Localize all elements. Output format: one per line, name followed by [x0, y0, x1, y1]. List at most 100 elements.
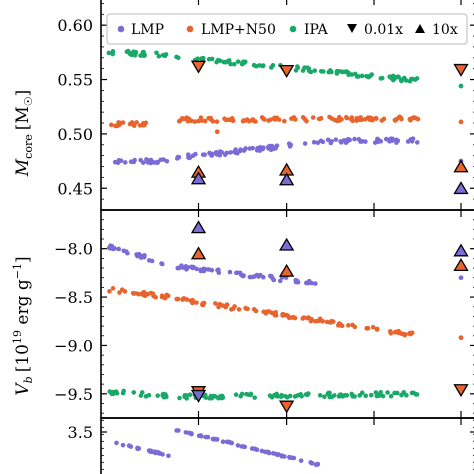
binding-energy-point-lmp-1-43	[206, 267, 211, 272]
binding-energy-point-lmp-1-48	[305, 280, 311, 286]
core-mass-point-lmp-n50-1-28	[202, 118, 208, 124]
binding-energy-point-lmp-n50-0-22	[133, 291, 139, 296]
core-mass-point-lmp-n50-1-79	[397, 114, 402, 120]
legend-item-ipa: IPA	[289, 22, 329, 38]
binding-energy-y-tick-label-0: −8.0	[54, 240, 93, 259]
y-axis-label-core-mass-subscript: core	[22, 134, 35, 159]
binding-energy-point-lmp-0-23	[149, 258, 155, 264]
core-mass-point-lmp-n50-isolated-0	[458, 119, 464, 125]
y-axis-label-binding-energy-subscript: b	[22, 376, 35, 383]
binding-energy-point-ipa-1-39	[392, 390, 397, 396]
binding-energy-point-lmp-n50-1-95	[216, 303, 222, 308]
core-mass-y-tick-label-3: 0.45	[57, 179, 93, 198]
binding-energy-marker-10x-1	[190, 246, 207, 260]
binding-energy-point-lmp-n50-1-92	[291, 314, 296, 320]
core-mass-point-lmp-n50-1-33	[365, 115, 371, 121]
binding-energy-point-lmp-1-33	[227, 269, 233, 275]
panel-core-mass: 0.60 0.55 0.50 0.45 LMP LMP+N50 IPA 0.01x	[13, 0, 474, 211]
core-mass-marker-0-01x-1	[278, 64, 295, 78]
binding-energy-point-lmp-1-45	[271, 277, 277, 283]
core-mass-point-ipa-1-56	[320, 69, 326, 74]
core-mass-point-lmp-1-3	[228, 150, 233, 155]
core-mass-point-ipa-0-3	[154, 50, 159, 56]
core-mass-point-lmp-n50-1-56	[276, 117, 282, 122]
third-point-lmp-0-21	[155, 450, 161, 456]
third-point-lmp-1-29	[275, 452, 280, 458]
binding-energy-point-ipa-1-61	[207, 395, 212, 401]
third-point-lmp-1-53	[229, 440, 234, 446]
core-mass-point-lmp-1-50	[247, 146, 253, 151]
core-mass-point-lmp-1-29	[238, 147, 243, 152]
core-mass-point-lmp-n50-1-48	[339, 117, 344, 122]
binding-energy-point-lmp-1-56	[190, 265, 195, 271]
binding-energy-point-ipa-1-57	[380, 393, 386, 399]
binding-energy-point-lmp-n50-1-40	[374, 326, 380, 332]
binding-energy-point-lmp-1-55	[199, 268, 204, 273]
core-mass-point-lmp-n50-0-8	[140, 122, 146, 128]
core-mass-point-ipa-1-51	[206, 56, 212, 62]
core-mass-point-lmp-n50-1-82	[244, 117, 250, 122]
third-point-lmp-1-56	[189, 431, 194, 437]
third-point-lmp-1-43	[263, 449, 269, 455]
binding-energy-point-ipa-1-16	[322, 394, 327, 400]
core-mass-point-ipa-1-53	[235, 59, 241, 64]
y-axis-label-binding-energy-exponent: 19	[11, 330, 24, 344]
binding-energy-point-ipa-0-17	[131, 390, 137, 395]
core-mass-point-ipa-1-90	[293, 68, 299, 73]
core-mass-point-lmp-n50-1-84	[240, 118, 246, 124]
core-mass-point-lmp-0-20	[132, 157, 137, 163]
third-point-lmp-1-39	[287, 455, 293, 461]
binding-energy-point-lmp-n50-1-30	[300, 316, 305, 321]
binding-energy-point-lmp-n50-1-66	[352, 324, 358, 330]
core-mass-point-ipa-0-7	[106, 50, 112, 56]
core-mass-point-lmp-0-18	[164, 158, 170, 164]
binding-energy-point-ipa-1-44	[187, 392, 193, 397]
core-mass-point-lmp-2-16	[329, 139, 334, 144]
core-mass-point-lmp-n50-1-68	[304, 118, 309, 124]
panel2-marks	[106, 220, 469, 414]
core-mass-point-lmp-n50-1-54	[177, 118, 183, 124]
binding-energy-point-ipa-1-93	[374, 393, 380, 399]
core-mass-point-lmp-n50-1-71	[262, 117, 267, 122]
core-mass-y-tick-label-2: 0.50	[57, 125, 93, 144]
binding-energy-point-ipa-1-43	[332, 393, 337, 398]
core-mass-point-lmp-1-53	[193, 151, 198, 157]
binding-energy-point-lmp-n50-1-94	[272, 311, 278, 317]
binding-energy-point-lmp-n50-1-35	[224, 302, 230, 308]
binding-energy-point-lmp-n50-0-14	[153, 294, 158, 300]
y-axis-label-core-mass-symbol: M	[13, 158, 33, 177]
core-mass-point-lmp-n50-1-67	[289, 116, 294, 121]
binding-energy-point-lmp-n50-1-39	[253, 308, 259, 314]
core-mass-point-lmp-n50-1-92	[348, 116, 354, 122]
legend-marker-ipa	[289, 25, 297, 33]
core-mass-point-lmp-n50-1-73	[250, 117, 256, 122]
legend-marker-10x	[415, 24, 425, 33]
core-mass-point-lmp-0-17	[128, 159, 134, 165]
core-mass-point-ipa-1-93	[240, 59, 246, 65]
binding-energy-point-ipa-1-91	[274, 391, 279, 397]
core-mass-point-lmp-1-45	[219, 149, 225, 155]
binding-energy-point-ipa-1-96	[278, 394, 284, 400]
core-mass-point-lmp-1-24	[200, 152, 206, 157]
core-mass-point-lmp-n50-1-88	[392, 117, 398, 123]
binding-energy-y-tick-label-3: −9.5	[54, 385, 93, 404]
core-mass-point-lmp-n50-1-45	[379, 118, 385, 123]
third-point-lmp-0-0	[166, 453, 171, 459]
binding-energy-point-ipa-1-73	[248, 391, 254, 397]
third-point-lmp-1-35	[240, 444, 246, 449]
binding-energy-point-ipa-0-19	[107, 389, 113, 394]
core-mass-point-ipa-1-96	[270, 63, 276, 68]
core-mass-point-ipa-1-54	[356, 74, 361, 79]
binding-energy-point-lmp-n50-1-80	[364, 326, 369, 331]
core-mass-point-ipa-0-22	[160, 52, 166, 58]
core-mass-point-ipa-1-86	[302, 65, 307, 70]
binding-energy-point-lmp-0-19	[159, 261, 165, 267]
core-mass-point-lmp-1-33	[174, 156, 180, 161]
binding-energy-point-lmp-n50-1-93	[407, 330, 413, 336]
binding-energy-point-lmp-n50-0-5	[110, 286, 116, 291]
core-mass-point-lmp-2-40	[390, 136, 395, 142]
binding-energy-point-ipa-1-85	[218, 395, 224, 400]
binding-energy-point-ipa-1-90	[404, 393, 409, 398]
binding-energy-y-tick-label-1: −8.5	[54, 288, 93, 307]
